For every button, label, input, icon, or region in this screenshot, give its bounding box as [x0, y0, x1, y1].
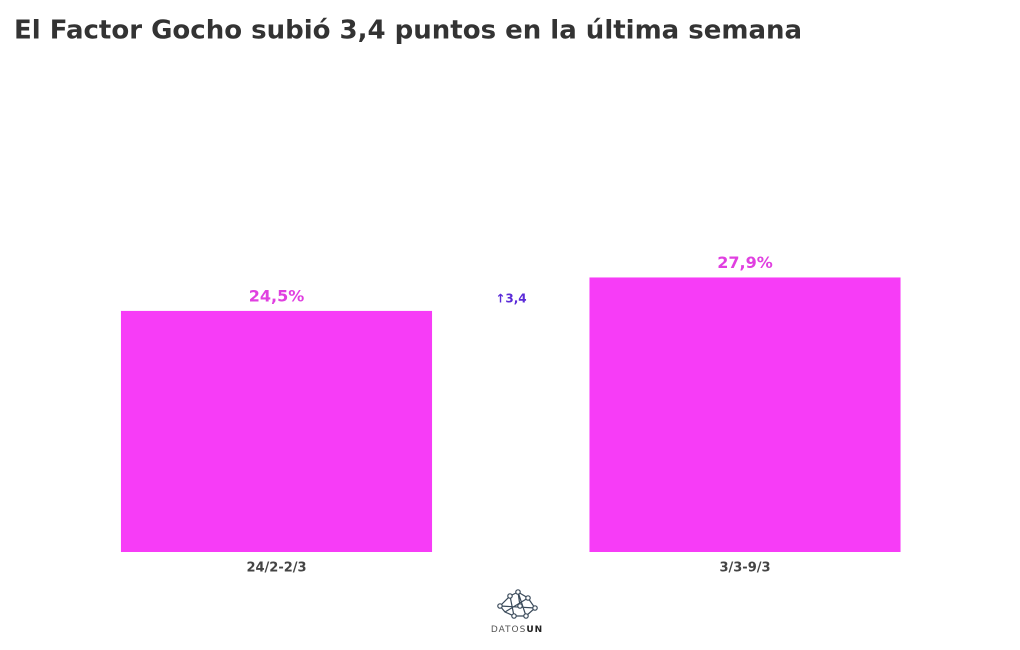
- x-tick-label: 24/2-2/3: [246, 561, 306, 576]
- logo-text: DATOSUN: [491, 625, 543, 635]
- annotation: ↑3,4: [495, 292, 526, 306]
- bar: [120, 310, 433, 552]
- chart-title: El Factor Gocho subió 3,4 puntos en la ú…: [14, 16, 802, 46]
- value-label: 24,5%: [249, 286, 305, 305]
- x-tick-label: 3/3-9/3: [719, 561, 770, 576]
- logo-icon: [497, 589, 538, 619]
- logo-text-bold: UN: [526, 625, 543, 635]
- value-label: 27,9%: [717, 253, 773, 272]
- bar: [589, 277, 901, 552]
- logo-text-light: DATOS: [491, 625, 527, 635]
